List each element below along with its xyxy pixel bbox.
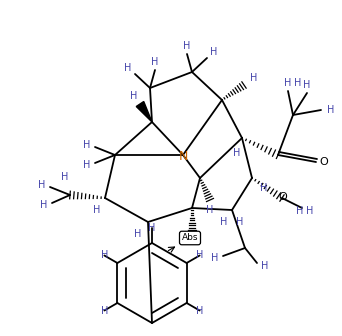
Text: H: H — [236, 217, 244, 227]
Text: H: H — [327, 105, 335, 115]
Text: H: H — [250, 73, 258, 83]
Text: H: H — [196, 305, 203, 316]
Text: H: H — [303, 80, 311, 90]
Text: H: H — [284, 78, 292, 88]
Text: H: H — [40, 200, 48, 210]
Text: O: O — [279, 192, 287, 202]
Text: O: O — [320, 157, 328, 167]
Text: H: H — [188, 235, 196, 245]
Text: H: H — [83, 160, 91, 170]
Text: H: H — [211, 253, 219, 263]
Text: H: H — [233, 148, 241, 158]
Text: H: H — [294, 78, 302, 88]
Text: H: H — [101, 305, 108, 316]
Text: H: H — [220, 217, 228, 227]
Text: H: H — [296, 206, 304, 216]
Text: H: H — [130, 91, 138, 101]
Text: H: H — [38, 180, 46, 190]
Text: H: H — [134, 229, 142, 239]
Polygon shape — [136, 101, 152, 122]
Text: H: H — [151, 57, 159, 67]
Text: H: H — [124, 63, 132, 73]
Text: H: H — [260, 183, 268, 193]
Text: H: H — [148, 223, 156, 233]
Text: H: H — [101, 251, 108, 260]
Text: H: H — [261, 261, 269, 271]
Text: H: H — [196, 251, 203, 260]
Text: H: H — [210, 47, 218, 57]
Text: H: H — [206, 205, 214, 215]
Text: H: H — [306, 206, 314, 216]
Text: H: H — [93, 205, 101, 215]
Text: Abs: Abs — [182, 234, 198, 243]
Text: H: H — [61, 172, 69, 182]
Text: H: H — [83, 140, 91, 150]
Text: N: N — [178, 150, 188, 163]
Text: H: H — [183, 41, 191, 51]
